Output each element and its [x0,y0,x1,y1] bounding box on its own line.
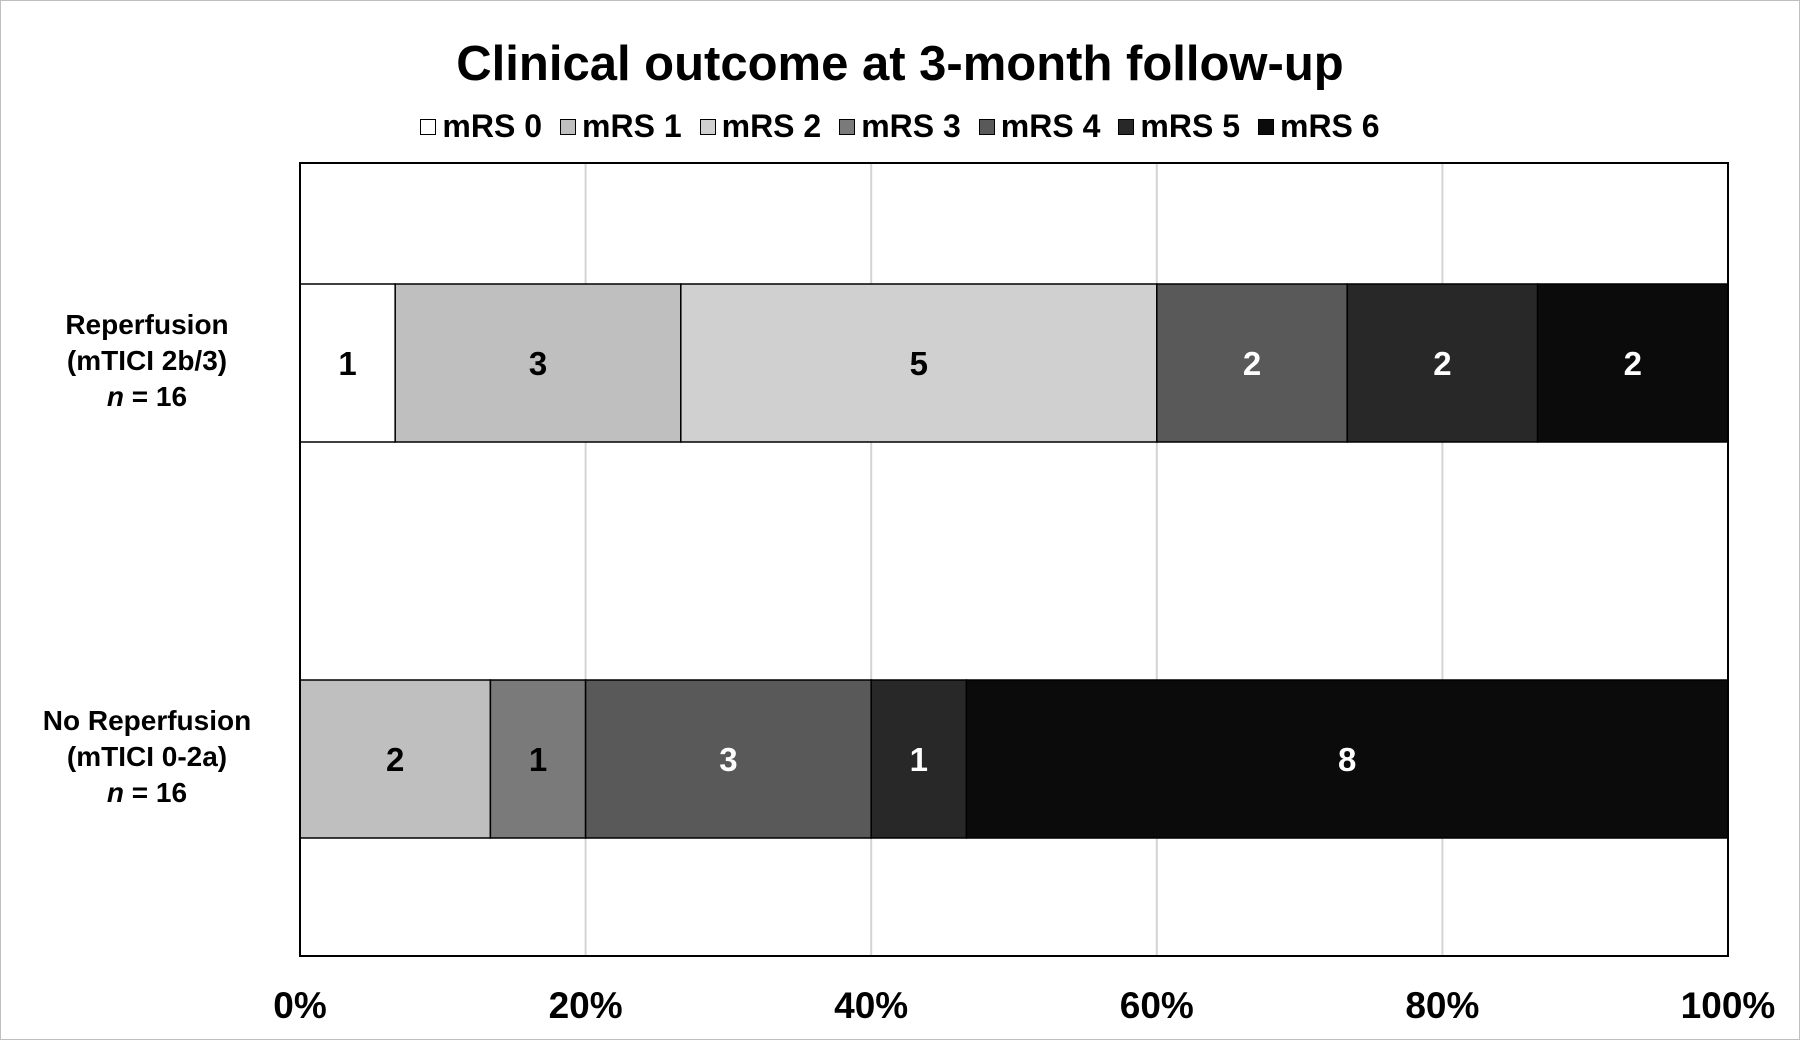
bar-segment [1536,283,1729,443]
x-tick-label: 100% [1681,985,1776,1026]
sample-size-symbol: n [106,381,125,412]
plot-frame [299,162,1729,957]
x-tick-label: 0% [273,985,326,1026]
legend-item: mRS 2 [699,108,822,145]
bar-segment [870,679,968,839]
data-label: 3 [529,345,547,382]
y-category-label: No Reperfusion (mTICI 0-2a) n = 16 [2,703,292,811]
data-label: 2 [1243,345,1261,382]
data-label: 2 [386,741,404,778]
bar-segment [965,679,1729,839]
data-label: 8 [1338,741,1356,778]
category-name: No Reperfusion [42,705,252,736]
bar-segment [1156,283,1348,443]
legend-item: mRS 5 [1118,108,1240,145]
data-label: 3 [719,741,737,778]
bar-segment [680,283,1158,443]
legend-swatch [1118,118,1135,135]
legend-label: mRS 0 [442,108,543,144]
x-tick-label: 40% [834,985,908,1026]
category-subtitle: (mTICI 2b/3) [66,345,228,376]
legend: mRS 0 mRS 1 mRS 2 mRS 3 mRS 4 mRS 5 mRS 6 [0,108,1800,145]
data-label: 1 [529,741,547,778]
bar-segment [394,283,682,443]
legend-swatch [978,118,995,135]
legend-swatch [420,118,437,135]
legend-label: mRS 2 [721,108,822,144]
legend-item: mRS 6 [1257,108,1380,145]
bar-segment [584,679,872,839]
legend-swatch [699,118,716,135]
x-tick-label: 60% [1120,985,1194,1026]
bar-segment [299,679,492,839]
legend-label: mRS 1 [582,108,682,144]
sample-size-value: = 16 [124,777,188,808]
legend-label: mRS 4 [1000,108,1101,144]
legend-label: mRS 6 [1279,108,1380,144]
legend-item: mRS 4 [978,108,1101,145]
legend-item: mRS 1 [560,108,682,145]
data-label: 1 [338,345,356,382]
y-category-label: Reperfusion (mTICI 2b/3) n = 16 [2,307,292,415]
legend-item: mRS 3 [839,108,961,145]
legend-swatch [1257,118,1274,135]
data-label: 2 [1624,345,1642,382]
legend-item: mRS 0 [420,108,542,145]
sample-size-symbol: n [106,777,125,808]
data-label: 1 [910,741,928,778]
bar-segment [489,679,587,839]
data-label: 5 [910,345,928,382]
legend-label: mRS 5 [1140,108,1240,144]
data-label: 2 [1433,345,1451,382]
legend-swatch [560,118,577,135]
legend-label: mRS 3 [861,108,961,144]
category-subtitle: (mTICI 0-2a) [66,741,228,772]
category-sample-size: n = 16 [2,775,292,811]
legend-swatch [839,118,856,135]
chart-title: Clinical outcome at 3-month follow-up [456,37,1344,91]
x-tick-label: 80% [1405,985,1479,1026]
category-name: Reperfusion [65,309,229,340]
sample-size-value: = 16 [124,381,188,412]
bar-segment [1346,283,1539,443]
bar-segment [299,283,396,443]
category-sample-size: n = 16 [2,379,292,415]
x-tick-label: 20% [549,985,623,1026]
